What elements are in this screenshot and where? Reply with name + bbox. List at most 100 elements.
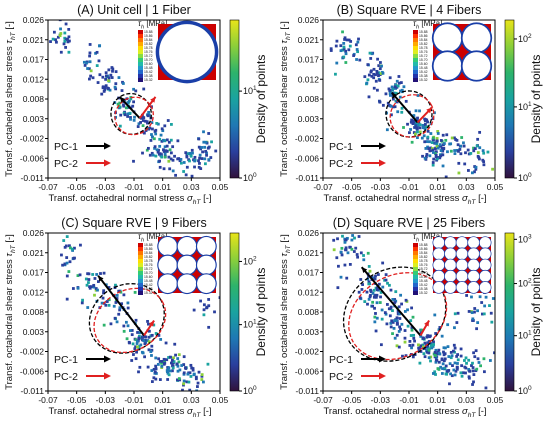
scatter-point [474, 165, 478, 169]
inset-colorbar-tick: 15.78 [144, 259, 153, 263]
scatter-point [421, 126, 425, 130]
scatter-point [469, 152, 473, 155]
scatter-point [379, 72, 383, 76]
y-axis-symbol: τ [4, 39, 15, 44]
scatter-point [119, 113, 123, 117]
scatter-point [472, 380, 475, 384]
scatter-point [162, 357, 166, 361]
scatter-point [482, 357, 486, 361]
scatter-point [154, 367, 158, 371]
scatter-point [206, 146, 210, 150]
scatter-point [332, 248, 336, 252]
scatter-point [395, 100, 399, 104]
scatter-point [158, 378, 162, 381]
y-axis-symbol: τ [279, 252, 290, 257]
scatter-point [404, 99, 408, 103]
scatter-point [133, 347, 137, 351]
scatter-point [432, 340, 435, 344]
scatter-point [91, 273, 95, 276]
scatter-point [450, 136, 454, 140]
scatter-point [107, 298, 111, 302]
legend-label: PC-2 [54, 371, 78, 383]
scatter-point [370, 275, 374, 279]
scatter-point [417, 348, 421, 352]
scatter-point [126, 301, 130, 305]
y-tick-label: 0.008 [23, 94, 45, 104]
scatter-point [154, 356, 158, 360]
scatter-point [140, 350, 144, 354]
scatter-point [396, 309, 400, 313]
scatter-point [168, 148, 172, 152]
scatter-point [135, 342, 139, 345]
scatter-point [87, 281, 90, 284]
scatter-point [182, 371, 186, 375]
y-axis-unit: [-] [4, 234, 15, 245]
scatter-point [335, 61, 339, 65]
scatter-point [419, 344, 422, 348]
scatter-point [198, 156, 202, 160]
scatter-point [193, 165, 196, 169]
scatter-point [134, 338, 138, 342]
scatter-point [162, 167, 166, 171]
scatter-point [342, 41, 346, 45]
scatter-point [171, 145, 175, 149]
scatter-point [482, 151, 486, 155]
scatter-point [146, 339, 150, 342]
scatter-point [156, 122, 160, 126]
scatter-point [472, 149, 476, 153]
scatter-point [398, 312, 402, 316]
x-axis-subscript: hT [193, 412, 202, 419]
scatter-point [376, 273, 380, 276]
scatter-point [371, 291, 375, 295]
inset-fiber [433, 248, 445, 260]
scatter-point [359, 251, 363, 255]
plot-area [332, 234, 495, 390]
scatter-point [88, 51, 92, 55]
scatter-point [468, 369, 472, 373]
scatter-point [129, 116, 132, 119]
inset-colorbar-tick: 15.38 [419, 74, 428, 78]
inset-fiber [468, 270, 480, 282]
scatter-point [453, 373, 457, 377]
y-tick-label: -0.002 [20, 347, 44, 357]
scatter-point [475, 367, 479, 371]
scatter-point [408, 131, 411, 135]
scatter-point [361, 283, 365, 286]
scatter-point [68, 246, 72, 250]
scatter-point [455, 321, 459, 324]
inset-fiber [433, 24, 462, 52]
y-tick-label: 0.021 [298, 35, 320, 45]
scatter-point [63, 39, 67, 43]
inset-colorbar-tick: 15.70 [419, 271, 428, 275]
scatter-point [427, 347, 431, 351]
scatter-point [418, 130, 422, 134]
inset-colorbar-tick: 15.84 [144, 38, 153, 42]
scatter-point [397, 75, 401, 78]
scatter-point [130, 333, 134, 337]
scatter-point [200, 378, 204, 381]
scatter-point [105, 300, 109, 303]
scatter-point [182, 355, 186, 359]
scatter-point [397, 329, 401, 333]
scatter-point [477, 361, 481, 364]
scatter-point [437, 351, 441, 355]
scatter-point [118, 124, 122, 128]
pc1-arrow-line [97, 275, 145, 337]
scatter-point [397, 305, 401, 309]
scatter-point [144, 335, 148, 339]
scatter-point [459, 354, 463, 358]
scatter-point [395, 333, 399, 337]
colorbar-tick-exp: 2 [253, 255, 257, 262]
scatter-point [414, 109, 418, 113]
scatter-point [385, 128, 389, 132]
pc1-arrow-head [361, 267, 368, 273]
scatter-point [453, 312, 457, 316]
scatter-point [400, 302, 404, 306]
scatter-point [160, 155, 164, 159]
scatter-point [205, 151, 208, 155]
scatter-point [84, 277, 88, 281]
inset-fiber [444, 237, 456, 249]
scatter-point [81, 298, 84, 302]
scatter-point [478, 295, 482, 299]
scatter-point [182, 372, 186, 376]
